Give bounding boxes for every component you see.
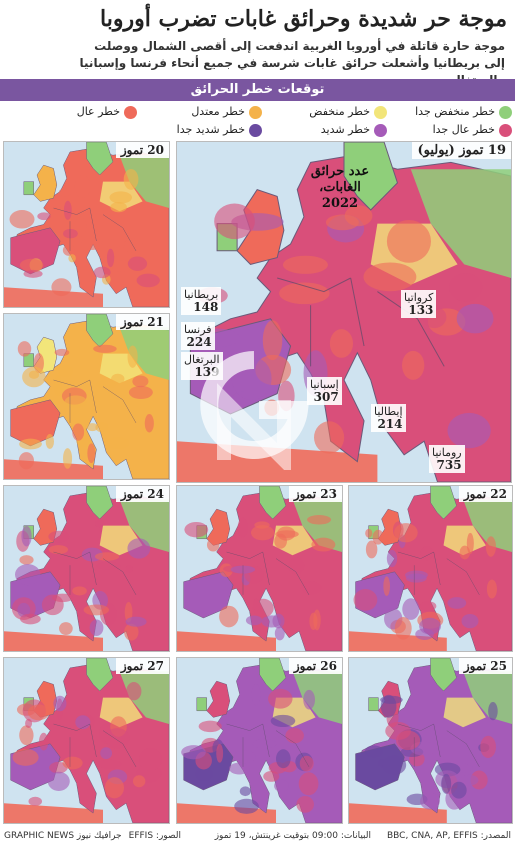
map-panel-26: 26 تموز [176,657,343,824]
panel-date: 22 تموز [458,486,512,502]
legend-label: خطر شديد [320,123,370,136]
legend-swatch [374,123,387,137]
map-graphic [349,658,512,823]
map-graphic [4,142,169,307]
map-graphic [349,486,512,651]
fire-count: 214 [377,417,403,431]
fire-count: 307 [313,390,339,404]
footer-data-note: البيانات: 09:00 بتوقيت غرينتش، 19 تموز [214,831,371,841]
fire-label-spain: إسبانيا 307 [307,377,342,405]
map-panel-20: 20 تموز [3,141,170,308]
country-name: كرواتيا [404,291,434,304]
map-panel-27: 27 تموز [3,657,170,824]
fire-count: 224 [186,335,212,349]
footer-images: الصور: EFFIS [128,831,181,841]
fire-label-romania: رومانيا 735 [429,445,465,473]
fire-count: 735 [436,458,462,472]
legend-item-high: خطر عال [17,104,137,120]
footer-sources: المصدر: BBC, CNA, AP, EFFIS [386,831,511,841]
fire-label-france: فرنسا 224 [181,322,215,350]
map-graphic [177,486,342,651]
map-graphic [177,658,342,823]
panel-date: 21 تموز [115,314,169,330]
legend-item-low: خطر منخفض [267,104,387,120]
fire-count: 148 [193,300,219,314]
legend-swatch [499,105,512,119]
fire-label-britain: بريطانيا 148 [181,287,222,315]
map-panel-22: 22 تموز [348,485,513,652]
legend-item-extreme: خطر شديد [267,122,387,138]
country-name: فرنسا [184,323,212,336]
panel-date: 27 تموز [115,658,169,674]
map-graphic [4,486,169,651]
legend-label: خطر معتدل [191,105,245,118]
section-banner: توقعات خطر الحرائق [0,79,515,101]
country-name: بريطانيا [184,288,219,301]
legend-label: خطر عال جدا [432,123,495,136]
map-graphic [4,314,169,479]
panel-date: 23 تموز [288,486,342,502]
legend-item-very-high: خطر عال جدا [392,122,512,138]
panel-date: 20 تموز [115,142,169,158]
legend-swatch [374,105,387,119]
legend-label: خطر عال [76,105,120,118]
country-name: إيطاليا [374,405,403,418]
panel-date: 26 تموز [288,658,342,674]
main-fire-risk-map: 19 تموز (يوليو) عدد حرائق الغابات، 2022 … [176,141,512,483]
legend-swatch [124,105,137,119]
main-map-date: 19 تموز (يوليو) [412,142,511,159]
footer: المصدر: BBC, CNA, AP, EFFIS البيانات: 09… [4,828,511,844]
map-graphic [4,658,169,823]
legend-label: خطر شديد جدا [176,123,245,136]
fire-label-italy: إيطاليا 214 [371,404,406,432]
fire-count: 139 [194,365,220,379]
legend-label: خطر منخفض [309,105,370,118]
page-title: موجة حر شديدة وحرائق غابات تضرب أوروبا [100,6,507,32]
fire-label-croatia: كرواتيا 133 [401,290,437,318]
legend-label: خطر منخفض جدا [415,105,495,118]
footer-credit: جرافيك نيوز GRAPHIC NEWS [4,831,122,841]
legend-item-very-extreme: خطر شديد جدا [142,122,262,138]
fire-count: 133 [408,303,434,317]
legend-swatch [249,105,262,119]
legend-item-very-low: خطر منخفض جدا [392,104,512,120]
fire-label-portugal: البرتغال 139 [181,352,223,380]
legend-swatch [249,123,262,137]
map-panel-25: 25 تموز [348,657,513,824]
panel-date: 24 تموز [115,486,169,502]
panel-date: 25 تموز [458,658,512,674]
country-name: رومانيا [432,446,462,459]
legend-item-moderate: خطر معتدل [142,104,262,120]
fires-count-title: عدد حرائق الغابات، 2022 [310,164,370,211]
risk-legend: خطر منخفض جدا خطر منخفض خطر معتدل خطر عا… [4,104,512,138]
map-panel-21: 21 تموز [3,313,170,480]
map-panel-23: 23 تموز [176,485,343,652]
map-panel-24: 24 تموز [3,485,170,652]
legend-swatch [499,123,512,137]
country-name: إسبانيا [310,378,339,391]
